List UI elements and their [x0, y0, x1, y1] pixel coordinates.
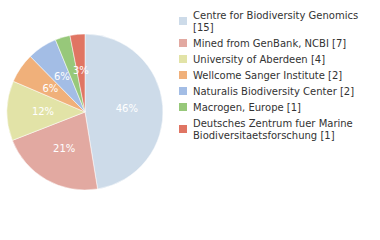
svg-text:3%: 3% [73, 65, 89, 76]
svg-text:University of Aberdeen [4]: University of Aberdeen [4] [193, 54, 325, 65]
svg-text:6%: 6% [54, 71, 70, 82]
svg-text:12%: 12% [32, 106, 54, 117]
svg-text:Naturalis Biodiversity Center: Naturalis Biodiversity Center [2] [193, 86, 354, 97]
svg-text:Macrogen, Europe [1]: Macrogen, Europe [1] [193, 102, 301, 113]
svg-text:46%: 46% [116, 103, 138, 114]
svg-text:Centre for Biodiversity Genomi: Centre for Biodiversity Genomics [193, 10, 361, 21]
svg-text:Deutsches Zentrum fuer Marine: Deutsches Zentrum fuer Marine [193, 118, 356, 129]
svg-text:21%: 21% [53, 143, 75, 154]
svg-text:6%: 6% [42, 83, 58, 94]
svg-text:[15]: [15] [193, 22, 214, 33]
svg-text:Wellcome Sanger Institute [2]: Wellcome Sanger Institute [2] [193, 70, 342, 81]
svg-text:Mined from GenBank, NCBI [7]: Mined from GenBank, NCBI [7] [193, 38, 346, 49]
svg-text:Biodiversitaetsforschung [1]: Biodiversitaetsforschung [1] [193, 130, 335, 141]
